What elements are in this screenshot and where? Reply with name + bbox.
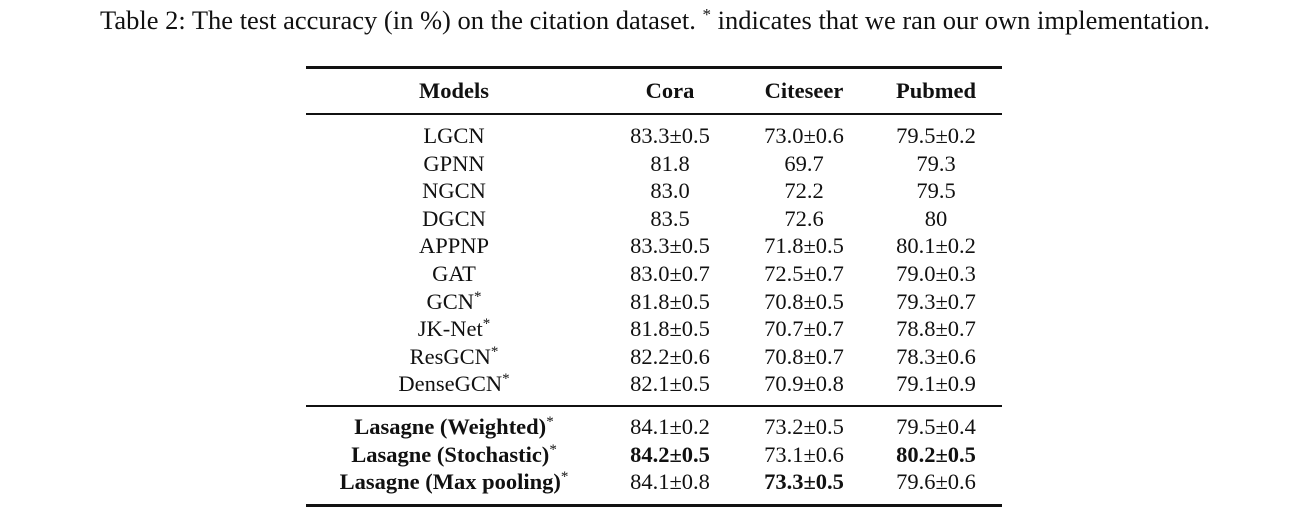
cell-citeseer: 72.5±0.7: [764, 260, 844, 286]
cell-pubmed: 80.2±0.5: [896, 441, 976, 467]
cell-cora: 83.3±0.5: [630, 233, 710, 259]
table-row: Lasagne (Max pooling)* 84.1±0.8 73.3±0.5 79…: [306, 468, 1002, 505]
baseline-rows: LGCN 83.3±0.5 73.0±0.6 79.5±0.2 GPNN 81.8 69.7…: [306, 114, 1002, 406]
header-models: Models: [419, 78, 489, 103]
cell-model: GPNN: [306, 150, 602, 178]
table-caption: Table 2: The test accuracy (in %) on the…: [0, 3, 1310, 37]
table-row: DenseGCN* 82.1±0.5 70.9±0.8 79.1±0.9: [306, 370, 1002, 406]
results-table: Models Cora Citeseer Pubmed LGCN 83.3±0.5…: [306, 66, 1002, 507]
own-implementation-marker: *: [549, 441, 557, 458]
model-name: ResGCN: [409, 343, 491, 369]
cell-model: LGCN: [306, 114, 602, 150]
cell-citeseer: 70.9±0.8: [764, 371, 844, 397]
cell-pubmed: 78.8±0.7: [896, 316, 976, 342]
caption-star: *: [702, 5, 712, 24]
table-row: DGCN 83.5 72.6 80: [306, 205, 1002, 233]
own-implementation-marker: *: [560, 469, 569, 486]
own-implementation-marker: *: [482, 316, 491, 333]
cell-pubmed: 78.3±0.6: [896, 343, 976, 369]
cell-model: Lasagne (Stochastic)*: [306, 441, 602, 469]
cell-pubmed: 80.1±0.2: [896, 233, 976, 259]
cell-cora: 82.1±0.5: [630, 371, 710, 397]
header-row: Models Cora Citeseer Pubmed: [306, 67, 1002, 114]
cell-cora: 81.8±0.5: [630, 288, 710, 314]
caption-prefix: Table 2: The test accuracy (in %) on the…: [100, 5, 703, 35]
cell-pubmed: 79.3±0.7: [896, 288, 976, 314]
lasagne-rows: Lasagne (Weighted)* 84.1±0.2 73.2±0.5 79.5±…: [306, 405, 1002, 506]
cell-citeseer: 72.2: [784, 178, 824, 204]
model-name: DGCN: [422, 205, 486, 231]
table-row: GCN* 81.8±0.5 70.8±0.5 79.3±0.7: [306, 288, 1002, 316]
header-pubmed: Pubmed: [895, 78, 976, 103]
cell-citeseer: 70.8±0.5: [764, 288, 844, 314]
cell-pubmed: 80: [924, 205, 948, 231]
cell-pubmed: 79.0±0.3: [896, 260, 976, 286]
model-name: GAT: [432, 260, 476, 286]
cell-citeseer: 72.6: [784, 205, 824, 231]
model-name: GCN: [426, 288, 474, 314]
cell-citeseer: 71.8±0.5: [764, 233, 844, 259]
cell-pubmed: 79.5: [916, 178, 956, 204]
table-row: LGCN 83.3±0.5 73.0±0.6 79.5±0.2: [306, 114, 1002, 150]
cell-model: GAT: [306, 260, 602, 288]
model-name: LGCN: [423, 123, 485, 148]
table-row: NGCN 83.0 72.2 79.5: [306, 177, 1002, 205]
cell-model: DenseGCN*: [306, 370, 602, 406]
results-table-container: Models Cora Citeseer Pubmed LGCN 83.3±0.5…: [306, 66, 1002, 507]
model-name: GPNN: [423, 150, 485, 176]
table-row: APPNP 83.3±0.5 71.8±0.5 80.1±0.2: [306, 232, 1002, 260]
model-name: APPNP: [418, 233, 490, 259]
own-implementation-marker: *: [490, 343, 499, 360]
caption-suffix: indicates that we ran our own implementa…: [711, 5, 1210, 35]
model-name: JK-Net: [417, 316, 483, 342]
model-name: NGCN: [422, 178, 486, 204]
cell-citeseer: 73.2±0.5: [764, 413, 844, 439]
header-cora: Cora: [645, 78, 695, 103]
cell-cora: 81.8±0.5: [630, 316, 710, 342]
own-implementation-marker: *: [546, 413, 554, 430]
cell-pubmed: 79.3: [916, 150, 956, 176]
cell-cora: 82.2±0.6: [630, 343, 710, 369]
own-implementation-marker: *: [474, 288, 482, 305]
cell-cora: 81.8: [650, 150, 690, 176]
cell-model: ResGCN*: [306, 343, 602, 371]
table-row: GAT 83.0±0.7 72.5±0.7 79.0±0.3: [306, 260, 1002, 288]
cell-pubmed: 79.5±0.4: [896, 413, 976, 439]
cell-pubmed: 79.6±0.6: [896, 469, 976, 495]
cell-cora: 83.0: [650, 178, 690, 204]
cell-cora: 84.2±0.5: [630, 441, 710, 467]
cell-citeseer: 73.0±0.6: [764, 123, 844, 148]
cell-model: Lasagne (Weighted)*: [306, 406, 602, 441]
cell-cora: 83.0±0.7: [630, 260, 710, 286]
cell-model: NGCN: [306, 177, 602, 205]
own-implementation-marker: *: [502, 371, 510, 388]
cell-model: JK-Net*: [306, 315, 602, 343]
cell-cora: 84.1±0.8: [630, 469, 710, 495]
cell-citeseer: 70.7±0.7: [764, 316, 844, 342]
cell-pubmed: 79.5±0.2: [896, 123, 976, 148]
table-header: Models Cora Citeseer Pubmed: [306, 67, 1002, 114]
cell-pubmed: 79.1±0.9: [896, 371, 976, 397]
cell-citeseer: 69.7: [784, 150, 824, 176]
table-row: Lasagne (Weighted)* 84.1±0.2 73.2±0.5 79.5±…: [306, 406, 1002, 441]
cell-cora: 83.5: [650, 205, 690, 231]
cell-citeseer: 73.3±0.5: [764, 469, 844, 495]
cell-model: Lasagne (Max pooling)*: [306, 468, 602, 505]
cell-citeseer: 73.1±0.6: [764, 441, 844, 467]
cell-cora: 84.1±0.2: [630, 413, 710, 439]
model-name: Lasagne (Max pooling): [339, 469, 561, 495]
cell-model: DGCN: [306, 205, 602, 233]
cell-model: APPNP: [306, 232, 602, 260]
cell-citeseer: 70.8±0.7: [764, 343, 844, 369]
model-name: Lasagne (Stochastic): [351, 441, 550, 467]
cell-cora: 83.3±0.5: [630, 123, 710, 148]
table-row: Lasagne (Stochastic)* 84.2±0.5 73.1±0.6 80.…: [306, 441, 1002, 469]
table-row: ResGCN* 82.2±0.6 70.8±0.7 78.3±0.6: [306, 343, 1002, 371]
table-row: JK-Net* 81.8±0.5 70.7±0.7 78.8±0.7: [306, 315, 1002, 343]
model-name: Lasagne (Weighted): [354, 413, 547, 439]
model-name: DenseGCN: [398, 371, 503, 397]
cell-model: GCN*: [306, 288, 602, 316]
header-citeseer: Citeseer: [764, 78, 844, 103]
table-row: GPNN 81.8 69.7 79.3: [306, 150, 1002, 178]
